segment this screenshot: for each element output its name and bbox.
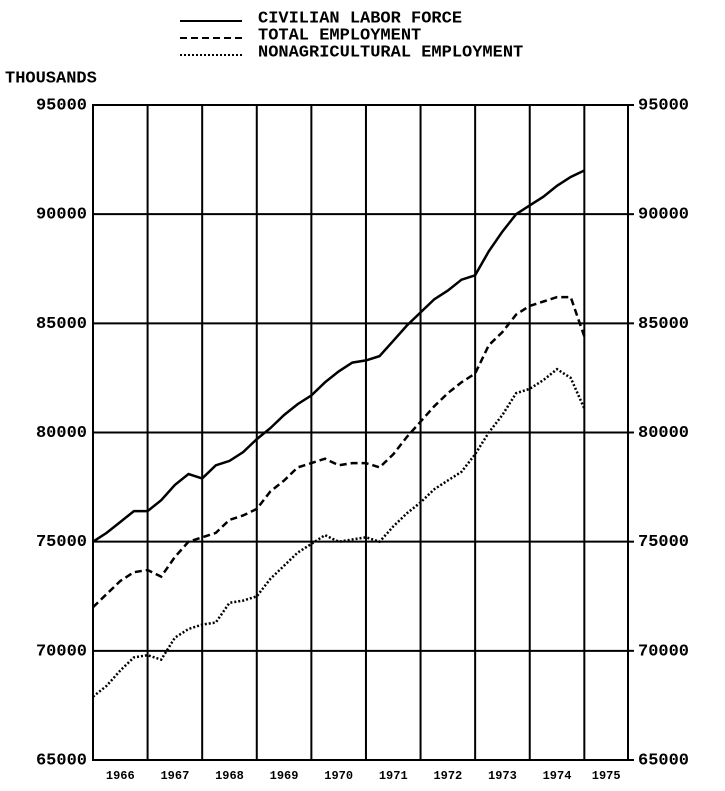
series-line bbox=[92, 169, 585, 543]
x-tick-label: 1972 bbox=[433, 769, 462, 783]
x-tick-label: 1970 bbox=[324, 769, 353, 783]
y2-tick-label: 95000 bbox=[638, 96, 689, 115]
x-tick-label: 1971 bbox=[379, 769, 408, 783]
x-tick-label: 1973 bbox=[488, 769, 517, 783]
legend-label: CIVILIAN LABOR FORCE bbox=[258, 9, 462, 28]
y-tick-label: 70000 bbox=[36, 642, 87, 661]
y2-tick-label: 75000 bbox=[638, 533, 689, 552]
y2-tick-label: 80000 bbox=[638, 424, 689, 443]
y2-tick-label: 65000 bbox=[638, 751, 689, 770]
y-axis-label: THOUSANDS bbox=[5, 69, 97, 88]
x-tick-label: 1974 bbox=[543, 769, 572, 783]
x-tick-label: 1969 bbox=[270, 769, 299, 783]
y2-tick-label: 70000 bbox=[638, 642, 689, 661]
y-tick-label: 65000 bbox=[36, 751, 87, 770]
legend-label: TOTAL EMPLOYMENT bbox=[258, 26, 421, 45]
x-tick-label: 1966 bbox=[106, 769, 135, 783]
y-tick-label: 80000 bbox=[36, 424, 87, 443]
x-tick-label: 1967 bbox=[160, 769, 189, 783]
legend-label: NONAGRICULTURAL EMPLOYMENT bbox=[258, 43, 523, 62]
y-tick-label: 75000 bbox=[36, 533, 87, 552]
y-tick-label: 95000 bbox=[36, 96, 87, 115]
series-line bbox=[92, 295, 586, 609]
series-line bbox=[92, 367, 586, 698]
y-tick-label: 85000 bbox=[36, 315, 87, 334]
x-tick-label: 1975 bbox=[592, 769, 621, 783]
y-tick-label: 90000 bbox=[36, 206, 87, 225]
y2-tick-label: 90000 bbox=[638, 206, 689, 225]
y2-tick-label: 85000 bbox=[638, 315, 689, 334]
x-tick-label: 1968 bbox=[215, 769, 244, 783]
